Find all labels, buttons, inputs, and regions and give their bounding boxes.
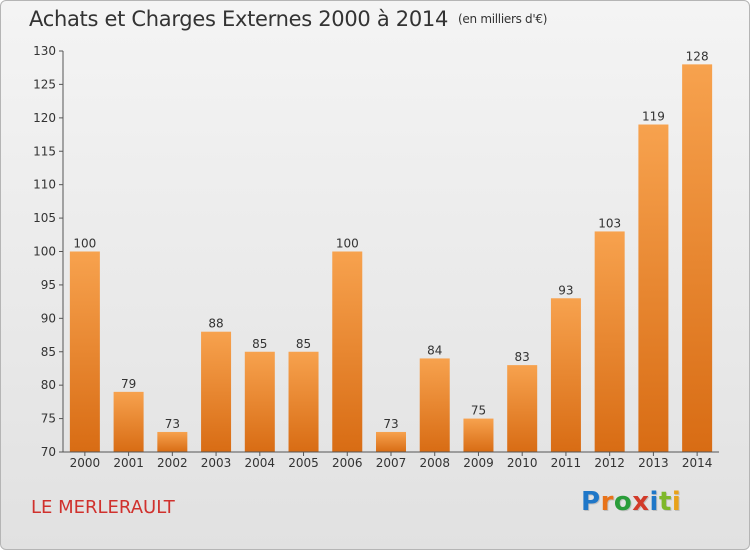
bar: [288, 351, 319, 452]
x-tick-label: 2000: [70, 456, 101, 470]
x-tick-label: 2008: [419, 456, 450, 470]
proxiti-logo: Proxiti: [581, 487, 681, 517]
bar-value-label: 84: [427, 343, 442, 357]
x-tick-label: 2011: [551, 456, 582, 470]
x-tick-label: 2012: [594, 456, 625, 470]
bar-value-label: 73: [165, 417, 180, 431]
y-tick-label: 70: [41, 445, 56, 459]
bar: [244, 351, 275, 452]
bar-value-label: 93: [558, 283, 573, 297]
bar-value-label: 119: [642, 110, 665, 124]
x-tick-label: 2013: [638, 456, 669, 470]
y-tick-label: 110: [33, 178, 56, 192]
y-tick-label: 95: [41, 278, 56, 292]
bar-value-label: 103: [598, 216, 621, 230]
x-tick-label: 2005: [288, 456, 319, 470]
x-tick-label: 2007: [376, 456, 407, 470]
logo-letter: t: [658, 487, 672, 517]
y-tick-label: 125: [33, 77, 56, 91]
commune-name: LE MERLERAULT: [31, 497, 175, 518]
bar: [201, 331, 232, 452]
y-tick-label: 85: [41, 345, 56, 359]
bar-value-label: 79: [121, 377, 136, 391]
x-tick-label: 2001: [113, 456, 144, 470]
x-tick-label: 2002: [157, 456, 188, 470]
y-tick-label: 90: [41, 311, 56, 325]
y-tick-label: 115: [33, 144, 56, 158]
bar: [638, 124, 669, 453]
bar: [69, 251, 100, 452]
bar-value-label: 128: [686, 49, 709, 63]
bar-value-label: 75: [471, 404, 486, 418]
logo-letter: i: [649, 487, 659, 517]
y-tick-label: 120: [33, 111, 56, 125]
y-tick-label: 105: [33, 211, 56, 225]
bar-value-label: 100: [336, 237, 359, 251]
logo-letter: o: [613, 487, 633, 517]
y-tick-label: 75: [41, 412, 56, 426]
bar-value-label: 83: [515, 350, 530, 364]
bar: [332, 251, 363, 452]
bar: [682, 64, 713, 452]
logo-letter: P: [581, 487, 601, 517]
x-tick-label: 2014: [682, 456, 713, 470]
bar: [113, 391, 144, 452]
bar-value-label: 88: [208, 317, 223, 331]
bar-value-label: 73: [383, 417, 398, 431]
bar: [376, 431, 406, 452]
bar-value-label: 100: [73, 237, 96, 251]
logo-letter: r: [600, 487, 614, 517]
x-tick-label: 2010: [507, 456, 538, 470]
bar: [419, 358, 450, 452]
bar: [550, 298, 581, 452]
logo-letter: x: [632, 487, 650, 517]
bar: [463, 418, 494, 452]
bar: [157, 431, 188, 452]
logo-letter: i: [671, 487, 682, 517]
chart-title: Achats et Charges Externes 2000 à 2014 (e…: [29, 7, 547, 31]
x-tick-label: 2006: [332, 456, 363, 470]
chart-title-text: Achats et Charges Externes 2000 à 2014: [29, 7, 449, 31]
bar: [507, 365, 538, 452]
y-tick-label: 80: [41, 378, 56, 392]
x-tick-label: 2009: [463, 456, 494, 470]
y-tick-label: 130: [33, 44, 56, 58]
bar: [594, 231, 625, 452]
bar-value-label: 85: [296, 337, 311, 351]
x-tick-label: 2004: [245, 456, 276, 470]
x-tick-label: 2003: [201, 456, 232, 470]
bar-value-label: 85: [252, 337, 267, 351]
chart-unit: (en milliers d'€): [458, 12, 548, 26]
y-tick-label: 100: [33, 245, 56, 259]
